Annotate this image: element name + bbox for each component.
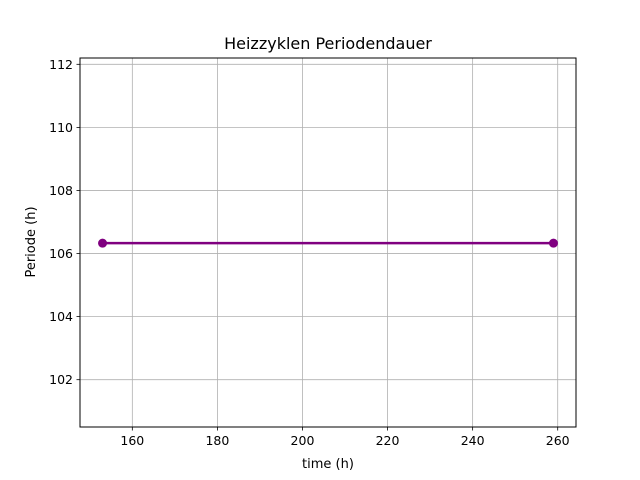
y-axis-label: Periode (h) bbox=[24, 206, 39, 277]
plot-frame bbox=[79, 57, 577, 428]
y-tick-label: 110 bbox=[49, 120, 73, 135]
chart-title: Heizzyklen Periodendauer bbox=[224, 34, 432, 53]
y-tick-label: 112 bbox=[49, 57, 73, 72]
tick-layer: 160 180 200 220 240 260 102 104 106 108 110 112 bbox=[49, 57, 570, 448]
x-tick-label: 160 bbox=[120, 433, 144, 448]
y-tick-label: 108 bbox=[49, 183, 73, 198]
data-point bbox=[548, 238, 558, 248]
x-tick-label: 240 bbox=[461, 433, 485, 448]
x-tick-label: 200 bbox=[291, 433, 315, 448]
x-tick-label: 260 bbox=[546, 433, 570, 448]
y-tick-label: 106 bbox=[49, 246, 73, 261]
series-layer bbox=[98, 238, 558, 248]
data-point bbox=[98, 238, 108, 248]
x-tick-label: 180 bbox=[205, 433, 229, 448]
y-tick-label: 104 bbox=[49, 309, 73, 324]
y-tick-label: 102 bbox=[49, 372, 73, 387]
x-tick-label: 220 bbox=[376, 433, 400, 448]
x-axis-label: time (h) bbox=[302, 457, 354, 472]
